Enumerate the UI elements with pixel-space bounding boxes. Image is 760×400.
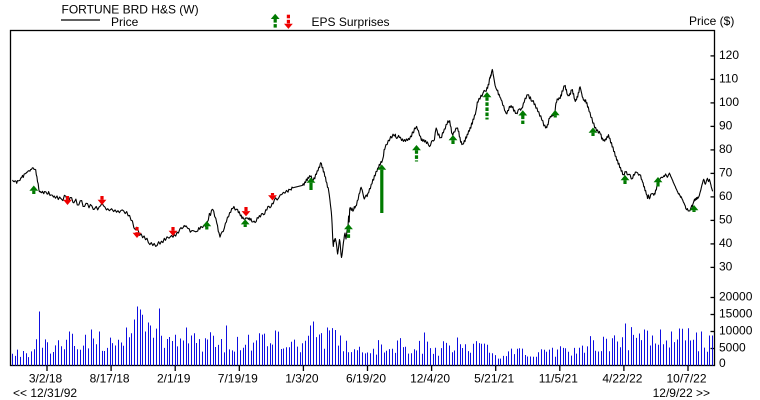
svg-text:EPS Surprises: EPS Surprises [312, 15, 390, 29]
svg-text:110: 110 [719, 72, 738, 86]
svg-text:15000: 15000 [719, 307, 753, 321]
svg-text:6/19/20: 6/19/20 [346, 372, 386, 386]
svg-text:60: 60 [719, 189, 733, 203]
svg-text:40: 40 [719, 236, 733, 250]
svg-text:30: 30 [719, 260, 733, 274]
svg-text:12/4/20: 12/4/20 [410, 372, 450, 386]
svg-text:4/22/22: 4/22/22 [602, 372, 642, 386]
svg-text:<< 12/31/92: << 12/31/92 [13, 386, 77, 400]
svg-text:10000: 10000 [719, 324, 753, 338]
svg-text:Price: Price [111, 15, 139, 29]
svg-text:5/21/21: 5/21/21 [474, 372, 514, 386]
svg-text:80: 80 [719, 142, 733, 156]
svg-text:Price ($): Price ($) [689, 14, 734, 28]
svg-text:120: 120 [719, 48, 739, 62]
svg-text:2/1/19: 2/1/19 [157, 372, 191, 386]
svg-text:70: 70 [719, 166, 733, 180]
svg-text:11/5/21: 11/5/21 [539, 372, 578, 386]
svg-text:100: 100 [719, 95, 739, 109]
svg-text:3/2/18: 3/2/18 [29, 372, 63, 386]
svg-text:1/3/20: 1/3/20 [285, 372, 319, 386]
svg-text:0: 0 [719, 356, 726, 370]
svg-text:20000: 20000 [719, 290, 753, 304]
svg-text:8/17/18: 8/17/18 [90, 372, 130, 386]
svg-text:50: 50 [719, 213, 733, 227]
svg-text:90: 90 [719, 119, 733, 133]
svg-text:FORTUNE BRD H&S (W): FORTUNE BRD H&S (W) [62, 2, 199, 16]
svg-text:12/9/22 >>: 12/9/22 >> [653, 386, 710, 400]
svg-text:5000: 5000 [719, 341, 746, 355]
svg-text:10/7/22: 10/7/22 [666, 372, 706, 386]
svg-text:7/19/19: 7/19/19 [218, 372, 258, 386]
